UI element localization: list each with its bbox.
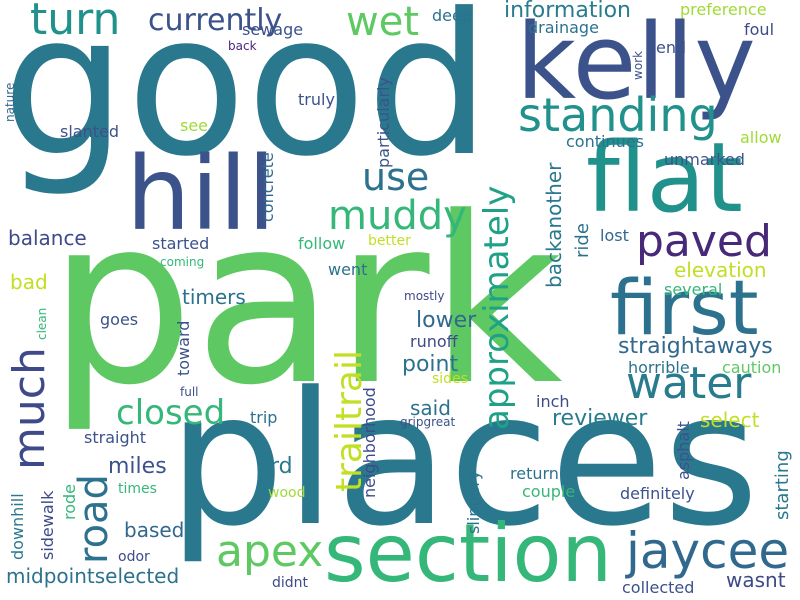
word-follow: follow [298, 234, 346, 253]
word-several: several [664, 280, 723, 299]
word-drainage: drainage [528, 18, 599, 37]
word-use: use [362, 155, 430, 199]
word-timers: timers [182, 285, 246, 309]
word-couple: couple [522, 482, 576, 501]
word-currently: currently [148, 3, 283, 38]
word-goes: goes [100, 310, 139, 329]
word-balance: balance [8, 226, 87, 250]
word-definitely: definitely [620, 484, 695, 503]
word-wood: wood [268, 485, 306, 501]
word-backanother: backanother [542, 162, 566, 288]
word-ride: ride [572, 223, 593, 258]
word-runoff: runoff [410, 332, 458, 351]
word-collected: collected [622, 578, 695, 597]
word-foul: foul [744, 20, 775, 39]
word-odor: odor [118, 549, 150, 565]
word-full: full [180, 385, 199, 399]
word-section: section [324, 507, 613, 600]
word-reviewer: reviewer [552, 406, 648, 431]
word-wet: wet [346, 0, 420, 45]
word-preference: preference [680, 0, 767, 19]
word-unmarked: unmarked [664, 150, 745, 169]
word-good: good [2, 0, 491, 200]
word-midpointselected: midpointselected [6, 564, 180, 588]
word-straightaways: straightaways [618, 334, 773, 359]
word-first: first [610, 263, 759, 352]
word-times: times [118, 481, 157, 497]
word-hill: hill [126, 135, 276, 254]
word-coming: coming [160, 255, 205, 269]
word-downhill: downhill [8, 493, 27, 560]
word-trip: trip [250, 408, 278, 427]
word-point: point [402, 352, 459, 377]
word-apex: apex [216, 526, 324, 577]
word-starting: starting [772, 450, 793, 520]
word-rode: rode [60, 483, 79, 520]
word-select: select [700, 408, 760, 432]
word-based: based [124, 518, 185, 542]
word-kelly: kelly [516, 1, 756, 123]
word-didnt: didnt [272, 575, 309, 591]
word-started: started [152, 234, 210, 253]
word-went: went [328, 260, 368, 279]
word-concrete: concrete [258, 152, 277, 222]
word-park: park [48, 169, 563, 436]
word-sides: sides [432, 371, 468, 387]
word-sewage: sewage [242, 20, 304, 39]
word-back: back [228, 39, 257, 53]
word-turn: turn [30, 0, 121, 45]
word-return: return [510, 464, 559, 483]
word-wasnt: wasnt [726, 568, 786, 592]
word-flat: flat [586, 122, 743, 234]
word-inch: inch [536, 392, 570, 411]
word-approximately: approximately [477, 185, 517, 430]
word-gripgreat: gripgreat [400, 415, 456, 429]
word-miles: miles [108, 454, 167, 479]
word-slanted: slanted [60, 122, 119, 141]
word-paved: paved [636, 216, 772, 267]
word-water: water [626, 358, 752, 409]
word-information: information [504, 0, 631, 23]
word-road: road [71, 474, 117, 564]
word-standing: standing [518, 88, 718, 142]
word-straight: straight [84, 428, 147, 447]
word-elevation: elevation [674, 258, 767, 282]
word-end: end [656, 38, 687, 57]
word-nature: nature [3, 82, 17, 122]
word-said: said [410, 396, 451, 420]
word-bad: bad [10, 270, 48, 294]
word-work: work [631, 50, 645, 80]
word-continues: continues [566, 132, 644, 151]
word-jaycee: jaycee [626, 522, 790, 580]
word-mostly: mostly [404, 289, 445, 303]
word-places: places [168, 353, 759, 567]
word-horrible: horrible [628, 358, 690, 377]
word-muddy: muddy [328, 193, 467, 239]
word-lower: lower [416, 308, 477, 333]
word-truly: truly [298, 90, 335, 109]
word-better: better [368, 233, 411, 249]
word-clean: clean [35, 307, 49, 340]
word-toward: toward [174, 320, 193, 376]
word-neighborhood: neighborhood [360, 387, 379, 498]
word-see: see [180, 116, 209, 135]
word-rd: rd [270, 454, 293, 479]
word-particularly: particularly [374, 77, 393, 168]
word-closed: closed [116, 393, 226, 433]
word-much: much [4, 347, 55, 470]
word-allow: allow [740, 128, 782, 147]
word-caution: caution [722, 358, 782, 377]
word-deep: deep [432, 6, 472, 25]
word-lost: lost [600, 226, 629, 245]
word-asphalt: asphalt [674, 421, 693, 480]
word-slippery: slippery [464, 470, 483, 534]
word-sidewalk: sidewalk [38, 490, 57, 560]
